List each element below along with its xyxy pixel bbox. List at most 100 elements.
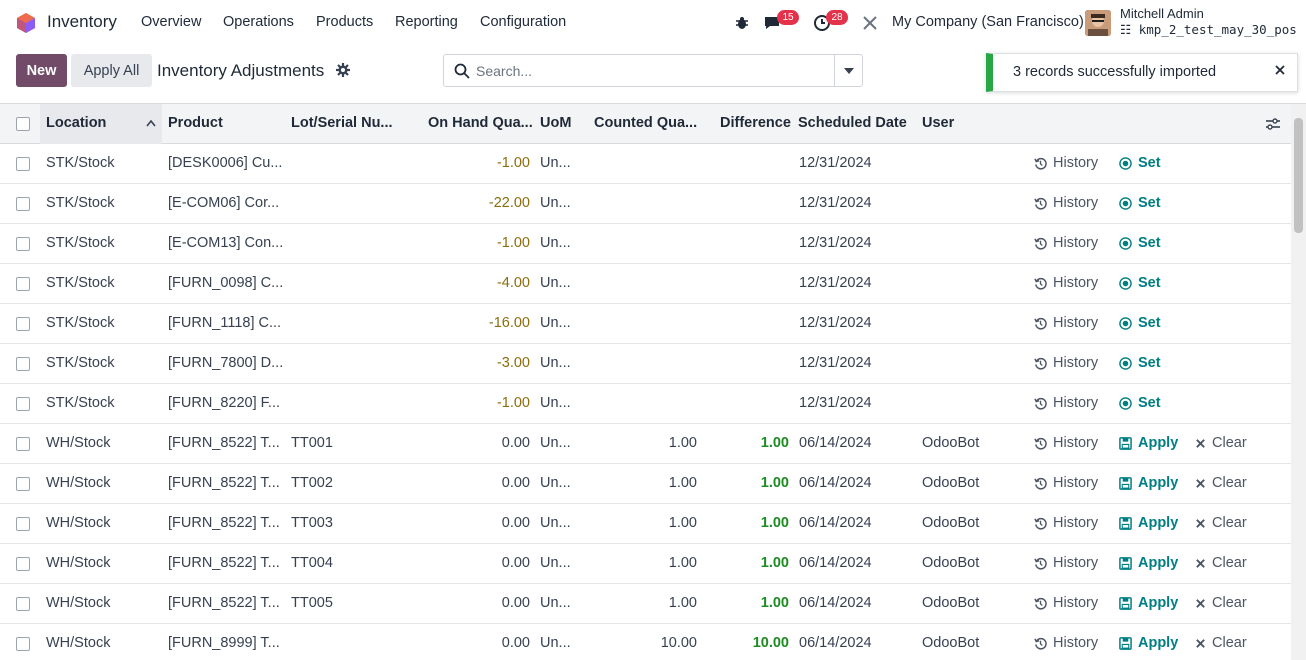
user-avatar[interactable] [1085,10,1111,36]
row-checkbox[interactable] [16,357,30,371]
close-icon[interactable] [1273,63,1287,77]
history-button[interactable]: History [1034,595,1098,611]
history-button[interactable]: History [1034,435,1098,451]
apply-all-button[interactable]: Apply All [71,54,152,87]
clear-button[interactable]: Clear [1195,515,1247,531]
history-label: History [1053,515,1099,531]
table-row[interactable]: WH/Stock [FURN_8522] T... TT005 0.00 Un... 1.… [0,584,1291,624]
scrollbar-thumb[interactable] [1294,118,1303,233]
row-checkbox[interactable] [16,517,30,531]
column-scheduled-date[interactable]: Scheduled Date [798,115,907,131]
cell-counted[interactable]: 1.00 [668,555,697,571]
history-button[interactable]: History [1034,515,1098,531]
cell-counted[interactable]: 10.00 [660,635,697,651]
row-checkbox[interactable] [16,637,30,651]
history-button[interactable]: History [1034,355,1098,371]
row-checkbox[interactable] [16,277,30,291]
apply-button[interactable]: Apply [1119,475,1178,491]
select-all-checkbox[interactable] [16,117,30,131]
history-button[interactable]: History [1034,475,1098,491]
history-button[interactable]: History [1034,155,1098,171]
table-row[interactable]: WH/Stock [FURN_8522] T... TT001 0.00 Un... 1.… [0,424,1291,464]
table-row[interactable]: STK/Stock [DESK0006] Cu... -1.00 Un... 12/31… [0,144,1291,184]
set-button[interactable]: Set [1119,315,1161,331]
history-button[interactable]: History [1034,635,1098,651]
save-icon [1119,556,1132,570]
menu-products[interactable]: Products [316,14,374,30]
apply-button[interactable]: Apply [1119,555,1178,571]
inventory-app-icon[interactable] [15,12,37,34]
cell-counted[interactable]: 1.00 [668,515,697,531]
table-row[interactable]: WH/Stock [FURN_8522] T... TT003 0.00 Un... 1.… [0,504,1291,544]
bug-icon[interactable] [732,13,752,33]
gear-icon[interactable] [336,63,350,77]
history-button[interactable]: History [1034,195,1098,211]
search-input[interactable] [476,61,826,81]
row-checkbox[interactable] [16,557,30,571]
row-checkbox[interactable] [16,197,30,211]
table-row[interactable]: WH/Stock [FURN_8522] T... TT004 0.00 Un... 1.… [0,544,1291,584]
column-counted[interactable]: Counted Qua... [594,115,698,131]
vertical-scrollbar[interactable] [1291,104,1306,660]
clear-button[interactable]: Clear [1195,475,1247,491]
chat-icon[interactable] [762,13,782,33]
user-name[interactable]: Mitchell Admin [1120,6,1204,21]
cell-counted[interactable]: 1.00 [668,475,697,491]
column-lot-serial[interactable]: Lot/Serial Nu... [291,115,393,131]
set-button[interactable]: Set [1119,155,1161,171]
row-checkbox[interactable] [16,237,30,251]
company-switcher[interactable]: My Company (San Francisco) [892,14,1084,30]
history-button[interactable]: History [1034,555,1098,571]
set-button[interactable]: Set [1119,355,1161,371]
clear-button[interactable]: Clear [1195,555,1247,571]
app-name[interactable]: Inventory [47,12,117,31]
column-product[interactable]: Product [168,115,223,131]
cell-counted[interactable]: 1.00 [668,435,697,451]
set-button[interactable]: Set [1119,195,1161,211]
clear-button[interactable]: Clear [1195,435,1247,451]
search-options-toggle[interactable] [834,55,863,86]
row-checkbox[interactable] [16,157,30,171]
set-label: Set [1138,315,1161,331]
table-row[interactable]: STK/Stock [E-COM06] Cor... -22.00 Un... 12/3… [0,184,1291,224]
cell-counted[interactable]: 1.00 [668,595,697,611]
new-button[interactable]: New [16,54,67,87]
column-difference[interactable]: Difference [720,115,791,131]
row-checkbox[interactable] [16,317,30,331]
column-on-hand[interactable]: On Hand Qua... [428,115,533,131]
apply-button[interactable]: Apply [1119,595,1178,611]
set-button[interactable]: Set [1119,275,1161,291]
column-location[interactable]: Location [46,115,107,131]
tools-icon[interactable] [860,13,880,33]
table-row[interactable]: STK/Stock [FURN_7800] D... -3.00 Un... 12/31… [0,344,1291,384]
apply-button[interactable]: Apply [1119,435,1178,451]
clear-button[interactable]: Clear [1195,635,1247,651]
set-button[interactable]: Set [1119,235,1161,251]
table-row[interactable]: STK/Stock [FURN_1118] C... -16.00 Un... 12/3… [0,304,1291,344]
history-button[interactable]: History [1034,275,1098,291]
menu-reporting[interactable]: Reporting [395,14,458,30]
menu-operations[interactable]: Operations [223,14,294,30]
row-checkbox[interactable] [16,397,30,411]
clear-button[interactable]: Clear [1195,595,1247,611]
column-uom[interactable]: UoM [540,115,572,131]
table-row[interactable]: STK/Stock [FURN_0098] C... -4.00 Un... 12/31… [0,264,1291,304]
history-button[interactable]: History [1034,395,1098,411]
table-row[interactable]: WH/Stock [FURN_8522] T... TT002 0.00 Un... 1.… [0,464,1291,504]
menu-overview[interactable]: Overview [141,14,202,30]
column-settings-icon[interactable] [1266,117,1280,131]
table-row[interactable]: STK/Stock [FURN_8220] F... -1.00 Un... 12/31… [0,384,1291,424]
column-user[interactable]: User [922,115,955,131]
history-button[interactable]: History [1034,235,1098,251]
history-label: History [1053,555,1099,571]
table-row[interactable]: STK/Stock [E-COM13] Con... -1.00 Un... 12/31… [0,224,1291,264]
set-button[interactable]: Set [1119,395,1161,411]
row-checkbox[interactable] [16,437,30,451]
row-checkbox[interactable] [16,477,30,491]
table-row[interactable]: WH/Stock [FURN_8999] T... 0.00 Un... 10.00 10… [0,624,1291,660]
history-button[interactable]: History [1034,315,1098,331]
apply-button[interactable]: Apply [1119,515,1178,531]
apply-button[interactable]: Apply [1119,635,1178,651]
menu-configuration[interactable]: Configuration [480,14,567,30]
row-checkbox[interactable] [16,597,30,611]
